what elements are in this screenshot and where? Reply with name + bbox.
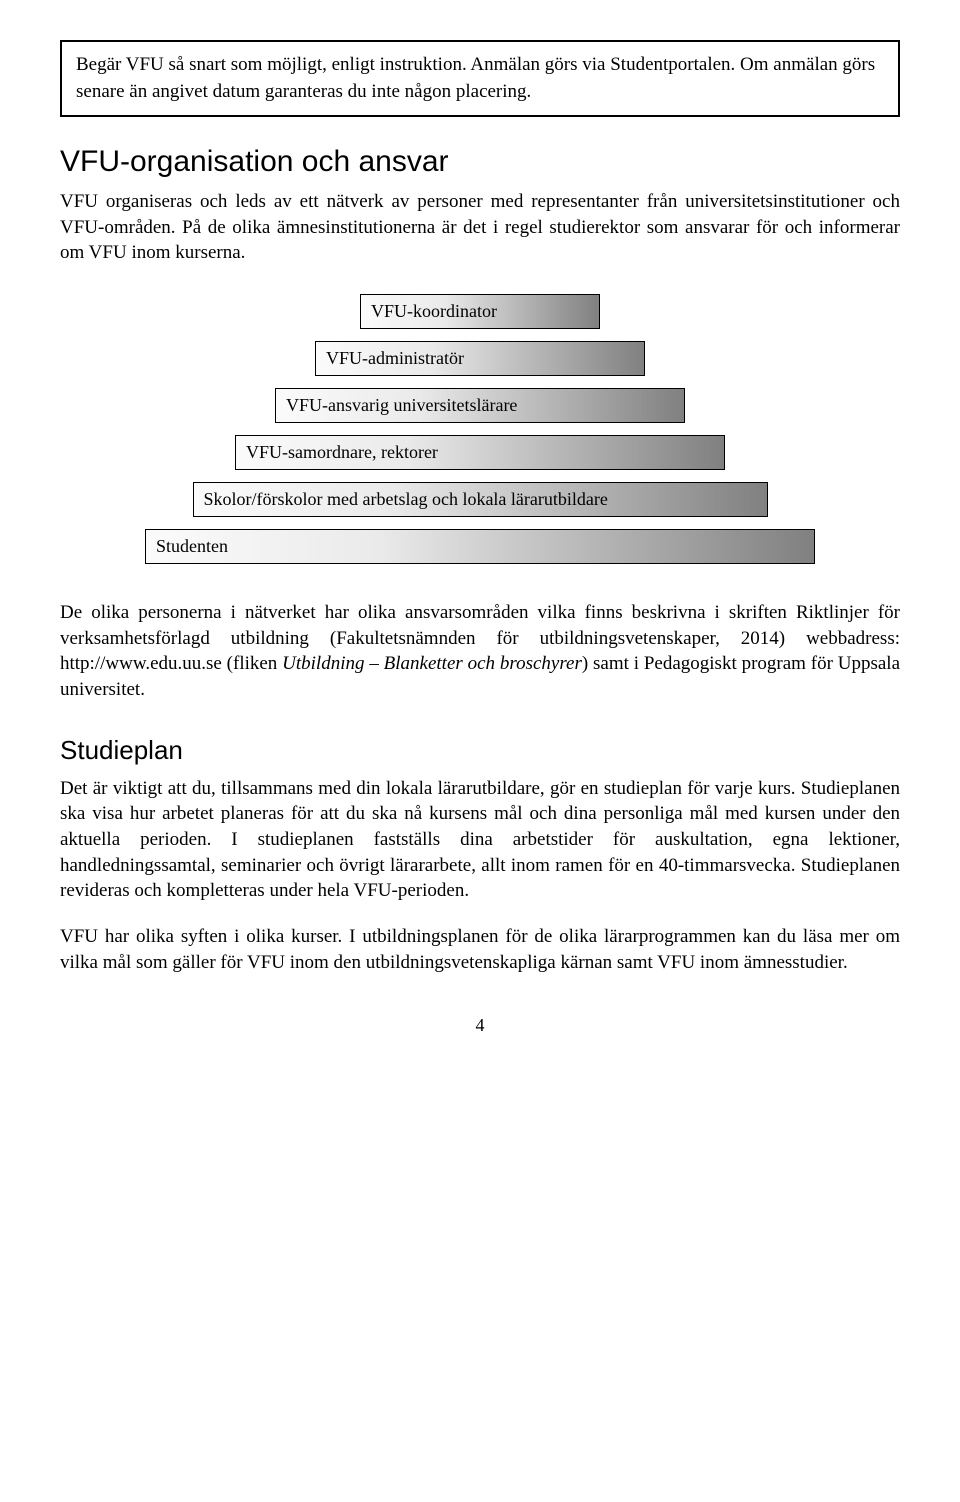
section2-heading: Studieplan — [60, 735, 900, 766]
pyramid-row-koordinator: VFU-koordinator — [360, 294, 600, 329]
section2-body1: Det är viktigt att du, tillsammans med d… — [60, 776, 900, 904]
section1-heading: VFU-organisation och ansvar — [60, 145, 900, 179]
org-pyramid: VFU-koordinator VFU-administratör VFU-an… — [60, 294, 900, 564]
pyramid-row-ansvarig: VFU-ansvarig universitetslärare — [275, 388, 685, 423]
notice-box: Begär VFU så snart som möjligt, enligt i… — [60, 40, 900, 117]
section1b-italic: Utbildning – Blanketter och broschyrer — [282, 653, 582, 674]
section1b-body: De olika personerna i nätverket har olik… — [60, 600, 900, 703]
page-number: 4 — [60, 1015, 900, 1036]
notice-text: Begär VFU så snart som möjligt, enligt i… — [76, 54, 875, 102]
pyramid-row-samordnare: VFU-samordnare, rektorer — [235, 435, 725, 470]
pyramid-row-administrator: VFU-administratör — [315, 341, 645, 376]
pyramid-row-skolor: Skolor/förskolor med arbetslag och lokal… — [193, 482, 768, 517]
pyramid-row-studenten: Studenten — [145, 529, 815, 564]
section2-body2: VFU har olika syften i olika kurser. I u… — [60, 924, 900, 975]
section1-body: VFU organiseras och leds av ett nätverk … — [60, 189, 900, 266]
